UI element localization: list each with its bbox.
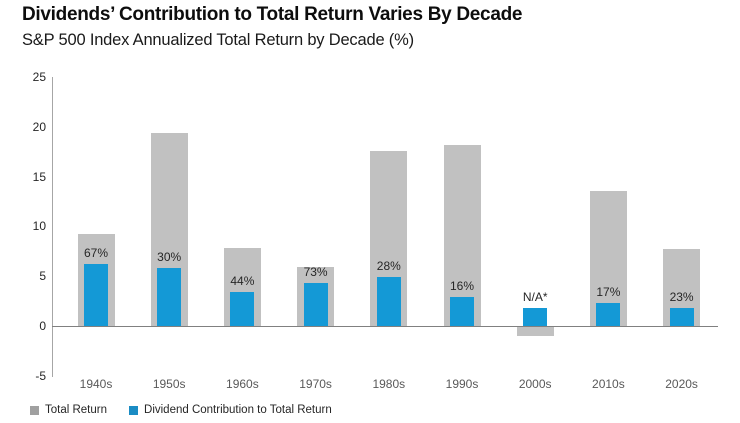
dividend-percentage-label: 67% (83, 246, 109, 261)
legend-item-dividend-contribution: Dividend Contribution to Total Return (129, 404, 332, 416)
total-return-bar (516, 327, 554, 336)
x-axis-decade-label: 2010s (592, 377, 625, 391)
y-axis-tick-label: 0 (39, 319, 46, 333)
dividend-percentage-label: N/A* (522, 290, 548, 305)
total-return-bar (443, 144, 481, 326)
dividend-contribution-bar (157, 268, 182, 326)
x-axis-decade-label: 1980s (372, 377, 406, 391)
dividend-contribution-bar (230, 292, 255, 326)
dividend-percentage-label: 44% (230, 274, 255, 289)
x-axis-decade-label: 2020s (665, 377, 698, 391)
dividend-contribution-bar (376, 277, 401, 326)
zero-baseline (52, 326, 718, 327)
dividend-percentage-label: 73% (303, 265, 328, 280)
dividend-contribution-swatch-icon (129, 405, 139, 415)
y-axis-tick-label: 15 (32, 169, 46, 184)
dividend-contribution-bar (84, 264, 108, 326)
x-axis-decade-label: 1970s (299, 377, 332, 391)
dividend-percentage-label: 16% (449, 279, 475, 294)
dividend-contribution-bar (523, 308, 548, 326)
legend-item-total-return: Total Return (30, 404, 107, 416)
dividend-percentage-label: 30% (157, 250, 182, 265)
chart-title: Dividends’ Contribution to Total Return … (22, 4, 523, 25)
legend-label-dividend-contribution: Dividend Contribution to Total Return (144, 404, 332, 416)
x-axis-decade-label: 2000s (518, 377, 552, 391)
y-axis-tick-label: 5 (39, 269, 46, 284)
x-axis-decade-label: 1950s (152, 377, 186, 391)
dividend-percentage-label: 23% (669, 290, 694, 305)
chart-subtitle: S&P 500 Index Annualized Total Return by… (22, 31, 414, 49)
legend-label-total-return: Total Return (45, 404, 108, 416)
legend: Total Return Dividend Contribution to To… (30, 404, 332, 416)
total-return-swatch-icon (30, 405, 39, 415)
dividend-contribution-bar (303, 283, 328, 326)
dividend-percentage-label: 17% (596, 285, 621, 300)
x-axis-decade-label: 1960s (226, 377, 259, 391)
dividend-contribution-bar (596, 303, 621, 326)
dividend-percentage-label: 28% (376, 259, 401, 274)
x-axis-decade-label: 1990s (445, 377, 479, 391)
x-axis-decade-label: 1940s (79, 377, 113, 391)
dividend-contribution-bar (669, 308, 694, 326)
dividend-contribution-bar (450, 297, 474, 326)
y-axis-line (52, 77, 53, 377)
y-axis-tick-label: 20 (32, 119, 46, 134)
y-axis-tick-label: 25 (32, 70, 46, 84)
y-axis-tick-label: -5 (35, 368, 46, 383)
y-axis-tick-label: 10 (32, 219, 46, 234)
